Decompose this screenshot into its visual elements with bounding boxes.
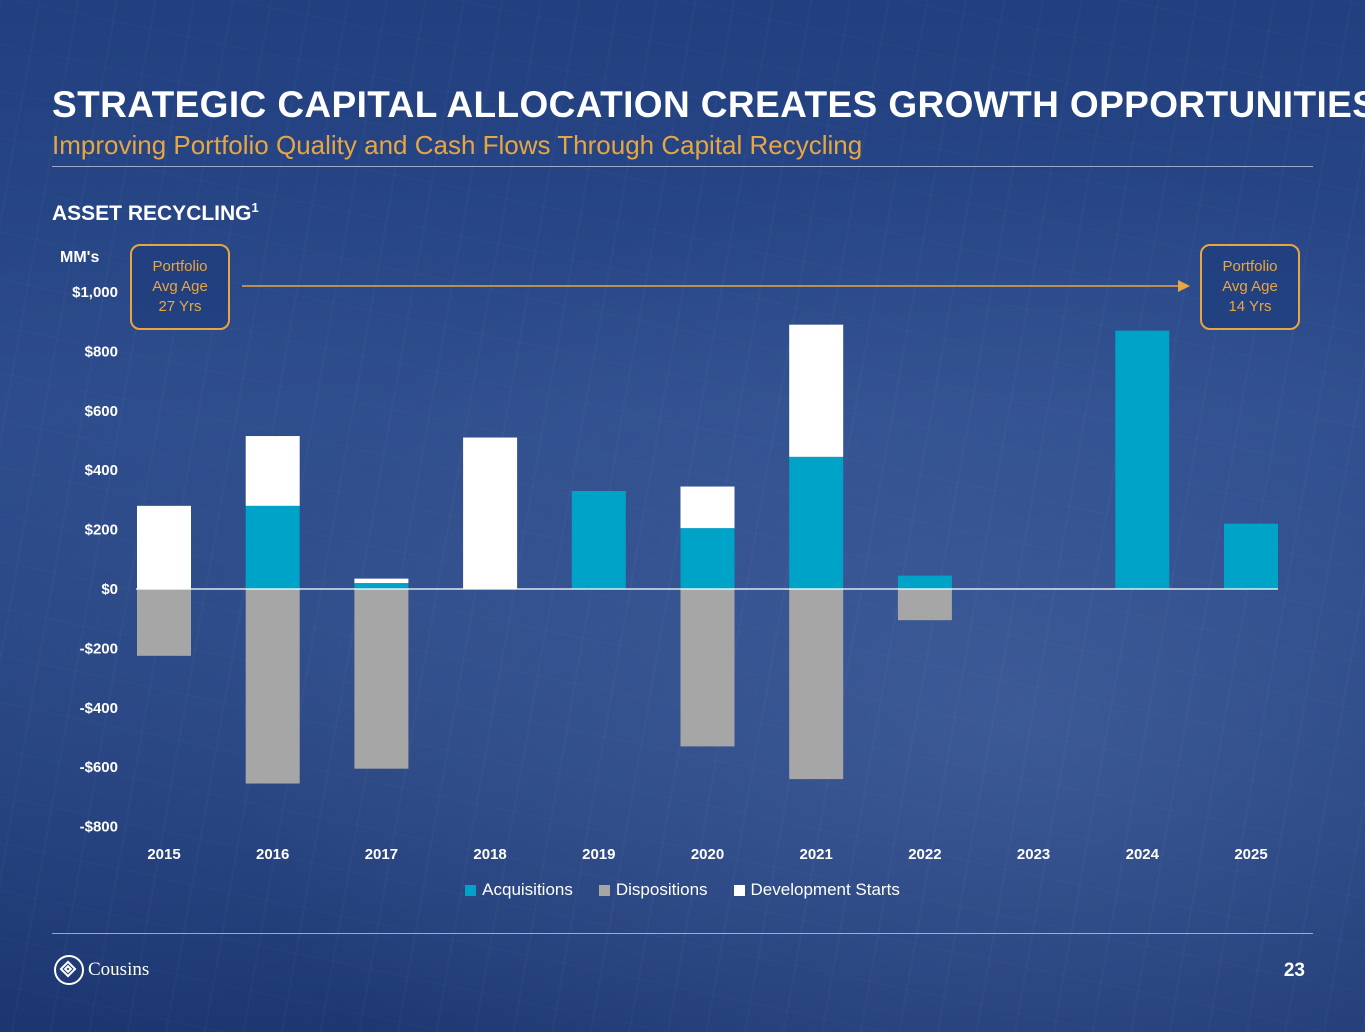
arrow-head-icon (1178, 280, 1190, 292)
y-tick-label: $600 (85, 403, 118, 420)
callout-start-line-2: Avg Age (152, 278, 208, 295)
legend-item-development-starts: Development Starts (733, 880, 900, 900)
callout-portfolio-age-end: Portfolio Avg Age 14 Yrs (1200, 244, 1300, 330)
callout-portfolio-age-start: Portfolio Avg Age 27 Yrs (130, 244, 230, 330)
bar-development-starts-2018 (463, 437, 518, 589)
legend-label-acquisitions: Acquisitions (482, 880, 573, 899)
bar-acquisitions-2020 (680, 528, 735, 589)
y-tick-label: -$200 (80, 640, 118, 657)
page-title: STRATEGIC CAPITAL ALLOCATION CREATES GRO… (52, 84, 1365, 125)
chart-legend: Acquisitions Dispositions Development St… (0, 880, 1365, 900)
bar-dispositions-2015 (137, 589, 191, 656)
page-subtitle: Improving Portfolio Quality and Cash Flo… (52, 130, 863, 160)
x-tick-label: 2024 (1126, 846, 1160, 863)
cousins-logo-icon (54, 955, 84, 985)
section-heading-text: ASSET RECYCLING (52, 202, 252, 225)
x-tick-label: 2020 (691, 846, 724, 863)
bar-development-starts-2021 (789, 324, 844, 457)
bar-development-starts-2015 (137, 505, 191, 589)
callout-end-line-1: Portfolio (1222, 258, 1278, 275)
callout-end-line-3: 14 Yrs (1228, 298, 1272, 315)
page-number: 23 (1283, 960, 1305, 981)
y-axis-unit-label: MM's (60, 249, 100, 266)
callout-start-line-1: Portfolio (152, 258, 208, 275)
y-tick-label: -$400 (80, 700, 118, 717)
x-tick-label: 2017 (365, 846, 398, 863)
asset-recycling-chart: $1,000 $800 $600 $400 $200 $0 -$200 -$400 -$600 -… (72, 280, 1278, 863)
section-heading: ASSET RECYCLING1 (52, 200, 259, 226)
y-tick-label: $0 (101, 581, 118, 598)
header-divider (52, 166, 1313, 167)
bar-development-starts-2016 (245, 436, 300, 506)
bar-acquisitions-2021 (789, 456, 844, 589)
bar-development-starts-2020 (680, 486, 735, 529)
legend-swatch-acquisitions (465, 884, 477, 896)
bar-dispositions-2020 (680, 589, 735, 747)
bar-acquisitions-2022 (897, 575, 952, 589)
x-tick-label: 2018 (473, 846, 506, 863)
bar-dispositions-2017 (354, 589, 409, 769)
x-tick-label: 2019 (582, 846, 615, 863)
company-logo: Cousins (54, 955, 149, 985)
y-tick-label: -$600 (80, 759, 118, 776)
y-tick-label: -$800 (80, 819, 118, 836)
legend-label-dispositions: Dispositions (615, 880, 708, 899)
x-tick-label: 2023 (1017, 846, 1050, 863)
callout-end-line-2: Avg Age (1222, 278, 1278, 295)
bar-dispositions-2016 (245, 589, 300, 784)
bar-acquisitions-2024 (1115, 330, 1170, 589)
x-tick-label: 2021 (800, 846, 833, 863)
callout-start-line-3: 27 Yrs (158, 298, 202, 315)
bar-acquisitions-2017 (354, 583, 409, 589)
logo-text: Cousins (88, 959, 150, 980)
legend-item-acquisitions: Acquisitions (465, 880, 573, 900)
bar-acquisitions-2016 (245, 505, 300, 589)
x-tick-label: 2016 (256, 846, 289, 863)
x-tick-label: 2015 (147, 846, 180, 863)
bar-acquisitions-2019 (571, 490, 626, 589)
y-tick-label: $1,000 (72, 284, 118, 301)
legend-swatch-development-starts (733, 884, 745, 896)
footer-divider (52, 933, 1313, 934)
x-tick-label: 2025 (1234, 846, 1267, 863)
legend-label-development-starts: Development Starts (750, 880, 900, 899)
bar-development-starts-2017 (354, 578, 409, 584)
bar-dispositions-2022 (897, 589, 952, 621)
y-tick-label: $200 (85, 522, 118, 539)
y-tick-label: $800 (85, 343, 118, 360)
footnote-marker: 1 (251, 200, 259, 215)
y-tick-label: $400 (85, 462, 118, 479)
bar-acquisitions-2025 (1224, 523, 1278, 589)
legend-swatch-dispositions (598, 884, 610, 896)
x-tick-label: 2022 (908, 846, 941, 863)
legend-item-dispositions: Dispositions (598, 880, 708, 900)
bar-dispositions-2021 (789, 589, 844, 780)
